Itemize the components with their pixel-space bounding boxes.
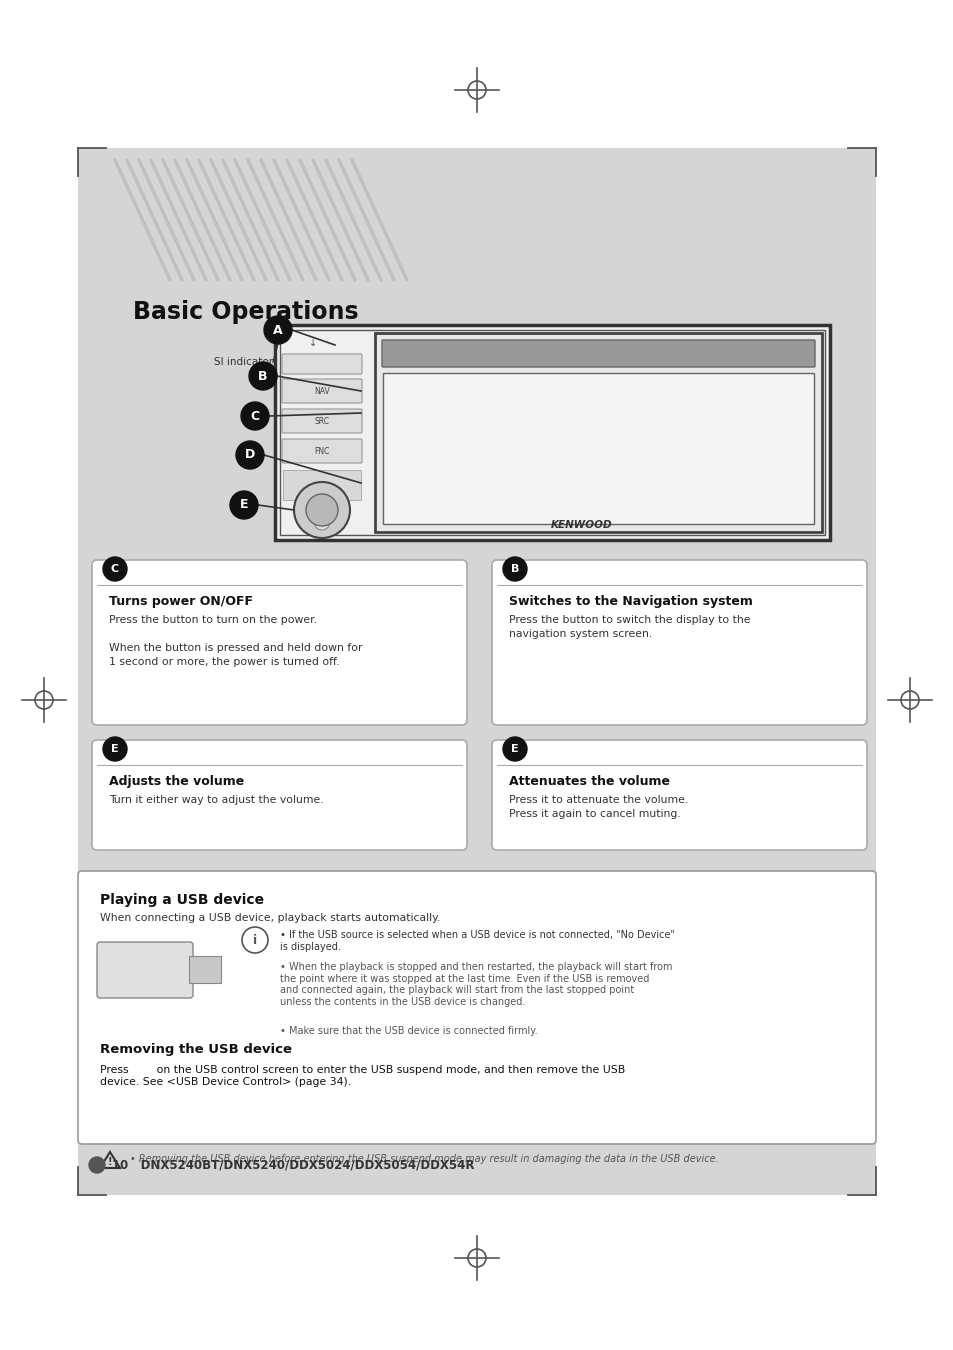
Text: When connecting a USB device, playback starts automatically.: When connecting a USB device, playback s… xyxy=(100,913,440,923)
Text: B: B xyxy=(510,564,518,574)
FancyBboxPatch shape xyxy=(492,560,866,725)
Circle shape xyxy=(230,491,257,518)
Text: KENWOOD: KENWOOD xyxy=(551,520,612,531)
Text: • Removing the USB device before entering the USB suspend mode may result in dam: • Removing the USB device before enterin… xyxy=(130,1154,718,1164)
Text: Playing a USB device: Playing a USB device xyxy=(100,892,264,907)
Text: C: C xyxy=(111,564,119,574)
FancyBboxPatch shape xyxy=(282,354,361,374)
Circle shape xyxy=(502,737,526,761)
Text: ↓: ↓ xyxy=(309,338,316,348)
FancyBboxPatch shape xyxy=(78,871,875,1143)
FancyBboxPatch shape xyxy=(283,470,360,500)
Text: SRC: SRC xyxy=(314,417,329,425)
Text: Attenuates the volume: Attenuates the volume xyxy=(509,775,669,788)
Text: NAV: NAV xyxy=(314,386,330,396)
FancyBboxPatch shape xyxy=(274,325,829,540)
FancyBboxPatch shape xyxy=(91,560,467,725)
Text: Removing the USB device: Removing the USB device xyxy=(100,1044,292,1056)
Circle shape xyxy=(264,316,292,344)
Circle shape xyxy=(306,494,337,526)
Circle shape xyxy=(103,558,127,580)
Text: Basic Operations: Basic Operations xyxy=(132,300,358,324)
Circle shape xyxy=(294,482,350,539)
Text: • If the USB source is selected when a USB device is not connected, "No Device"
: • If the USB source is selected when a U… xyxy=(280,930,675,952)
Text: SI indicator: SI indicator xyxy=(213,356,273,367)
Circle shape xyxy=(235,441,264,468)
Text: E: E xyxy=(239,498,248,512)
Text: Turn it either way to adjust the volume.: Turn it either way to adjust the volume. xyxy=(109,795,323,805)
Circle shape xyxy=(249,362,276,390)
Text: C: C xyxy=(251,409,259,423)
Text: • When the playback is stopped and then restarted, the playback will start from
: • When the playback is stopped and then … xyxy=(280,963,672,1007)
Text: B: B xyxy=(258,370,268,382)
FancyBboxPatch shape xyxy=(189,956,221,983)
Text: Press it to attenuate the volume.
Press it again to cancel muting.: Press it to attenuate the volume. Press … xyxy=(509,795,687,819)
Text: E: E xyxy=(511,744,518,755)
FancyBboxPatch shape xyxy=(97,942,193,998)
Text: Switches to the Navigation system: Switches to the Navigation system xyxy=(509,595,752,608)
FancyBboxPatch shape xyxy=(91,740,467,850)
Bar xyxy=(78,148,875,1195)
Text: !: ! xyxy=(108,1157,112,1166)
FancyBboxPatch shape xyxy=(282,439,361,463)
FancyBboxPatch shape xyxy=(382,373,813,524)
FancyBboxPatch shape xyxy=(492,740,866,850)
Text: Press the button to turn on the power.

When the button is pressed and held down: Press the button to turn on the power. W… xyxy=(109,616,362,667)
FancyBboxPatch shape xyxy=(375,333,821,532)
Circle shape xyxy=(89,1157,105,1173)
Text: A: A xyxy=(273,324,282,336)
Circle shape xyxy=(314,514,330,531)
Text: Press the button to switch the display to the
navigation system screen.: Press the button to switch the display t… xyxy=(509,616,750,639)
FancyBboxPatch shape xyxy=(282,409,361,433)
Text: i: i xyxy=(253,933,256,946)
Text: • Make sure that the USB device is connected firmly.: • Make sure that the USB device is conne… xyxy=(280,1026,537,1035)
Text: Turns power ON/OFF: Turns power ON/OFF xyxy=(109,595,253,608)
Circle shape xyxy=(502,558,526,580)
Text: Adjusts the volume: Adjusts the volume xyxy=(109,775,244,788)
Circle shape xyxy=(103,737,127,761)
Text: Press        on the USB control screen to enter the USB suspend mode, and then r: Press on the USB control screen to enter… xyxy=(100,1065,624,1087)
Text: FNC: FNC xyxy=(314,447,330,455)
FancyBboxPatch shape xyxy=(282,379,361,404)
Text: 10   DNX5240BT/DNX5240/DDX5024/DDX5054/DDX54R: 10 DNX5240BT/DNX5240/DDX5024/DDX5054/DDX… xyxy=(112,1158,474,1172)
Circle shape xyxy=(241,402,269,431)
FancyBboxPatch shape xyxy=(381,340,814,367)
Text: E: E xyxy=(112,744,119,755)
Text: D: D xyxy=(245,448,254,462)
